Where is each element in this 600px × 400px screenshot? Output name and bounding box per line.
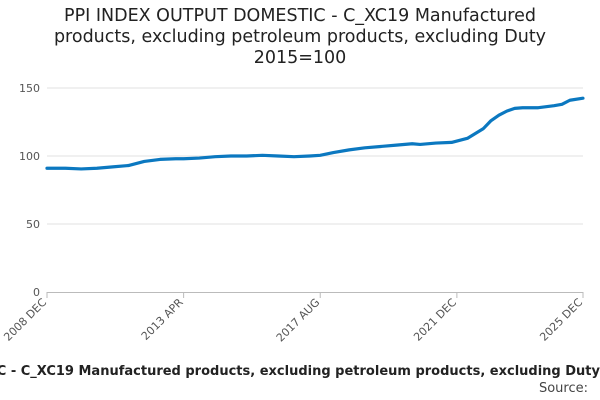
x-tick-label: 2021 DEC: [411, 296, 459, 344]
chart-title-line-1: PPI INDEX OUTPUT DOMESTIC - C_XC19 Manuf…: [64, 6, 536, 26]
chart-title: PPI INDEX OUTPUT DOMESTIC - C_XC19 Manuf…: [0, 6, 600, 69]
source-label: Source:: [538, 381, 588, 396]
series-layer: [45, 96, 585, 171]
x-axis: 2008 DEC 2013 APR 2017 AUG 2021 DEC 2025 DEC: [1, 292, 585, 344]
y-axis-tick-labels: 0 50 100 150: [19, 82, 40, 299]
x-tick-label: 2017 AUG: [274, 296, 323, 345]
chart-footer-title: PPI INDEX OUTPUT DOMESTIC - C_XC19 Manuf…: [0, 364, 600, 382]
footer-text: PPI INDEX OUTPUT DOMESTIC - C_XC19 Manuf…: [0, 364, 600, 379]
chart-title-line-3: 2015=100: [253, 48, 347, 68]
chart-title-line-2: products, excluding petroleum products, …: [53, 27, 547, 47]
x-tick-label: 2025 DEC: [537, 296, 585, 344]
x-tick-label: 2013 APR: [139, 296, 186, 343]
x-tick-label: 2008 DEC: [1, 296, 49, 344]
series-line-0: [45, 96, 585, 171]
y-tick-label: 50: [26, 218, 40, 231]
y-tick-label: 0: [33, 286, 40, 299]
y-tick-label: 100: [19, 150, 40, 163]
y-tick-label: 150: [19, 82, 40, 95]
